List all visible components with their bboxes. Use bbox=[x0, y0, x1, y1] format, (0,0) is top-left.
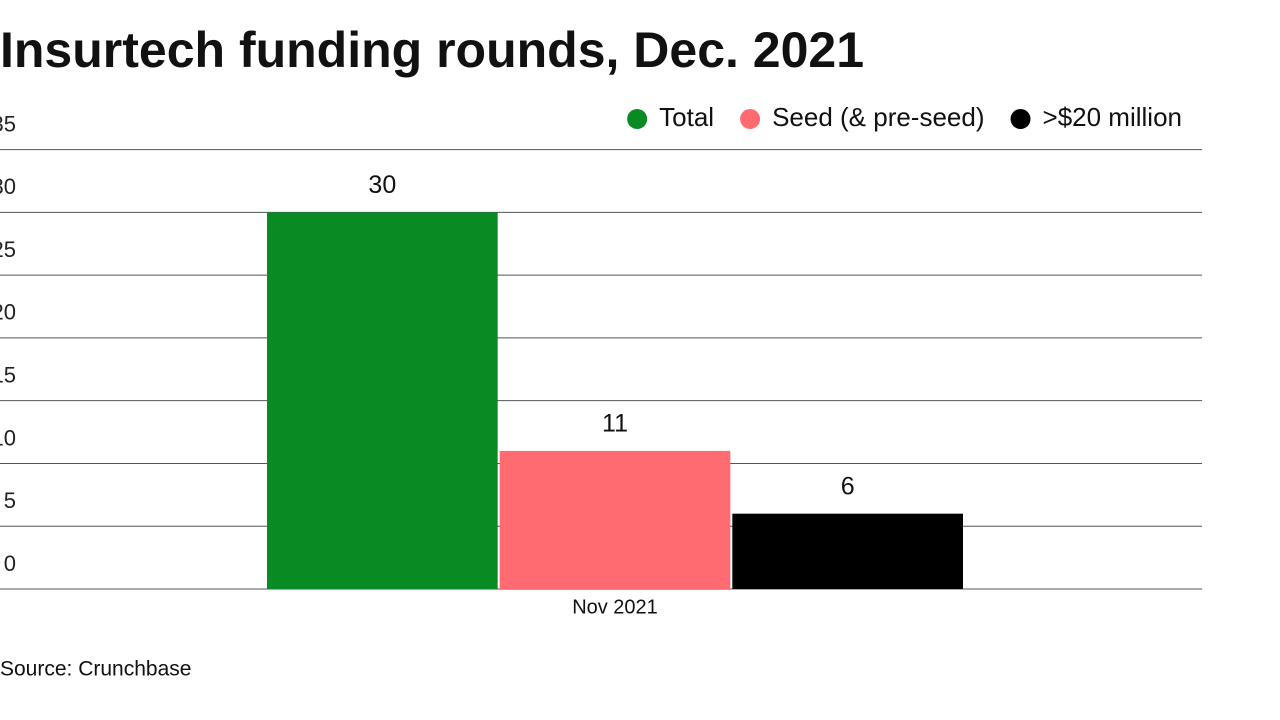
legend-marker bbox=[1010, 109, 1031, 129]
legend-label: Seed (& pre-seed) bbox=[772, 102, 984, 132]
legend-label: >$20 million bbox=[1043, 102, 1182, 132]
bar bbox=[267, 212, 498, 589]
legend-marker bbox=[740, 109, 761, 129]
chart-title: Insurtech funding rounds, Dec. 2021 bbox=[0, 22, 864, 78]
y-tick-label: 10 bbox=[0, 425, 16, 450]
bar bbox=[499, 450, 731, 589]
source-note: Source: Crunchbase bbox=[0, 658, 191, 681]
y-tick-label: 25 bbox=[0, 237, 16, 262]
value-label: 30 bbox=[368, 171, 396, 199]
x-tick-label: Nov 2021 bbox=[572, 596, 658, 618]
legend-marker bbox=[627, 109, 648, 129]
y-tick-label: 0 bbox=[4, 551, 16, 576]
bar bbox=[732, 513, 963, 589]
legend-label: Total bbox=[659, 102, 714, 132]
value-label: 11 bbox=[602, 410, 628, 438]
y-tick-label: 20 bbox=[0, 300, 16, 325]
y-tick-label: 15 bbox=[0, 362, 16, 387]
y-tick-label: 35 bbox=[0, 111, 16, 136]
y-tick-label: 30 bbox=[0, 174, 16, 199]
y-tick-label: 5 bbox=[4, 488, 16, 513]
value-label: 6 bbox=[841, 472, 855, 500]
